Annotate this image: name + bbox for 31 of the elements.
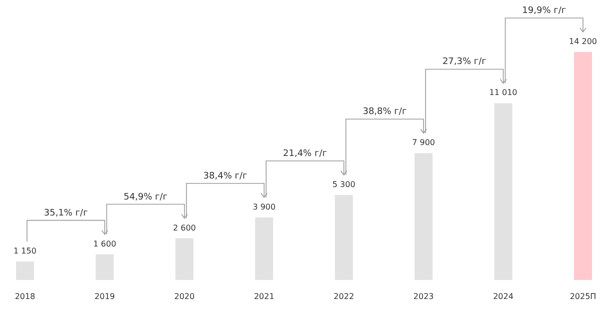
bar (175, 238, 194, 280)
x-tick-label: 2018 (14, 292, 36, 301)
bar (96, 254, 114, 280)
bar (255, 217, 274, 280)
data-label: 14 200 (569, 37, 597, 46)
x-tick-label: 2023 (413, 292, 434, 301)
text: 19,9% г/г (522, 6, 566, 16)
annotation: 38,8% г/г (362, 107, 407, 118)
annotation: 21,4% г/г (283, 148, 328, 159)
x-tick-label: 2025П (570, 292, 596, 301)
annotation: 35,1% г/г (44, 208, 88, 218)
annotation: 27,3% г/г (442, 57, 487, 68)
annotation: 54,9% г/г (124, 192, 168, 202)
x-tick-label: 2022 (334, 292, 354, 301)
bar (494, 103, 512, 280)
x-tick-label: 2019 (94, 292, 115, 301)
bar (414, 153, 433, 280)
annotation: 38,4% г/г (203, 171, 248, 182)
x-tick-label: 2020 (174, 292, 195, 301)
data-label: 11 010 (489, 88, 518, 98)
data-label: 1 150 (14, 246, 36, 256)
bar (16, 262, 34, 280)
bar (574, 52, 592, 280)
x-tick-label: 2024 (493, 292, 514, 301)
data-label: 5 300 (332, 180, 356, 189)
data-label: 2 600 (172, 223, 196, 232)
data-label: 7 900 (412, 138, 436, 148)
data-label: 1 600 (93, 239, 116, 248)
x-tick-label: 2021 (254, 292, 274, 301)
data-label: 3 900 (252, 202, 276, 212)
bar (334, 194, 353, 280)
